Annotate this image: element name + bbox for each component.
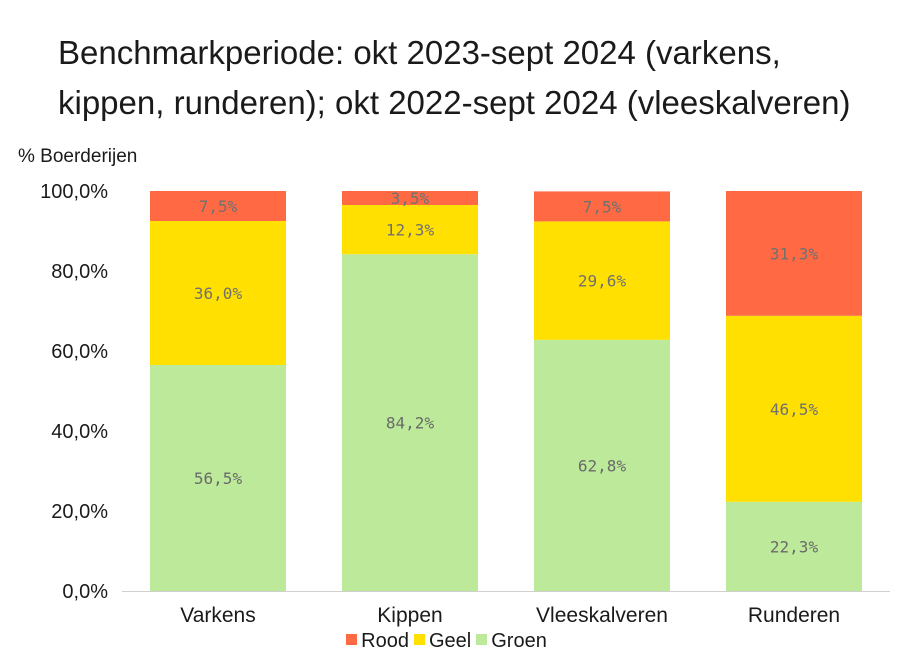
y-tick-label: 60,0% [51,341,108,363]
legend-item-geel: Geel [413,630,472,653]
legend: Rood Geel Groen [0,630,898,653]
legend-swatch [413,634,425,646]
y-tick-label: 80,0% [51,261,108,283]
y-tick-label: 40,0% [51,421,108,443]
data-label: 22,3% [770,537,819,556]
x-tick-label: Vleeskalveren [536,604,668,627]
legend-swatch [476,634,488,646]
bar-segment-rood [534,191,670,222]
bar-segment-rood [726,191,862,316]
bar-segment-rood [342,191,478,205]
chart-title-line-1: Benchmarkperiode: okt 2023-sept 2024 (va… [58,34,781,71]
bar-segment-geel [150,221,286,365]
bar-segment-geel [342,205,478,255]
data-label: 62,8% [578,456,627,475]
bar-segment-groen [726,501,862,591]
legend-swatch [346,634,358,646]
legend-label: Rood [361,630,409,652]
legend-item-groen: Groen [476,630,547,653]
y-axis-label: % Boerderijen [18,146,138,167]
legend-item-rood: Rood [346,630,409,653]
bar-segment-groen [150,365,286,591]
bar-segment-groen [342,254,478,591]
data-label: 84,2% [386,414,435,433]
y-tick-label: 20,0% [51,501,108,523]
data-label: 7,5% [583,197,622,216]
bar-segment-groen [534,339,670,591]
x-tick-label: Kippen [377,604,442,627]
data-label: 29,6% [578,272,627,291]
data-label: 7,5% [199,197,238,216]
chart-title: Benchmarkperiode: okt 2023-sept 2024 (va… [58,28,878,128]
bar-segment-rood [150,191,286,221]
data-label: 36,0% [194,284,243,303]
data-label: 3,5% [391,189,430,208]
bar-segment-geel [534,221,670,340]
legend-label: Geel [428,630,472,652]
legend-label: Groen [491,630,547,652]
bar-segment-geel [726,315,862,502]
chart-title-line-2: kippen, runderen); okt 2022-sept 2024 (v… [58,84,851,121]
x-tick-label: Runderen [748,604,840,627]
data-label: 46,5% [770,400,819,419]
x-tick-label: Varkens [180,604,255,627]
data-label: 31,3% [770,244,819,263]
data-label: 12,3% [386,221,435,240]
y-tick-label: 100,0% [40,181,108,203]
data-label: 56,5% [194,469,243,488]
y-tick-label: 0,0% [62,581,108,603]
